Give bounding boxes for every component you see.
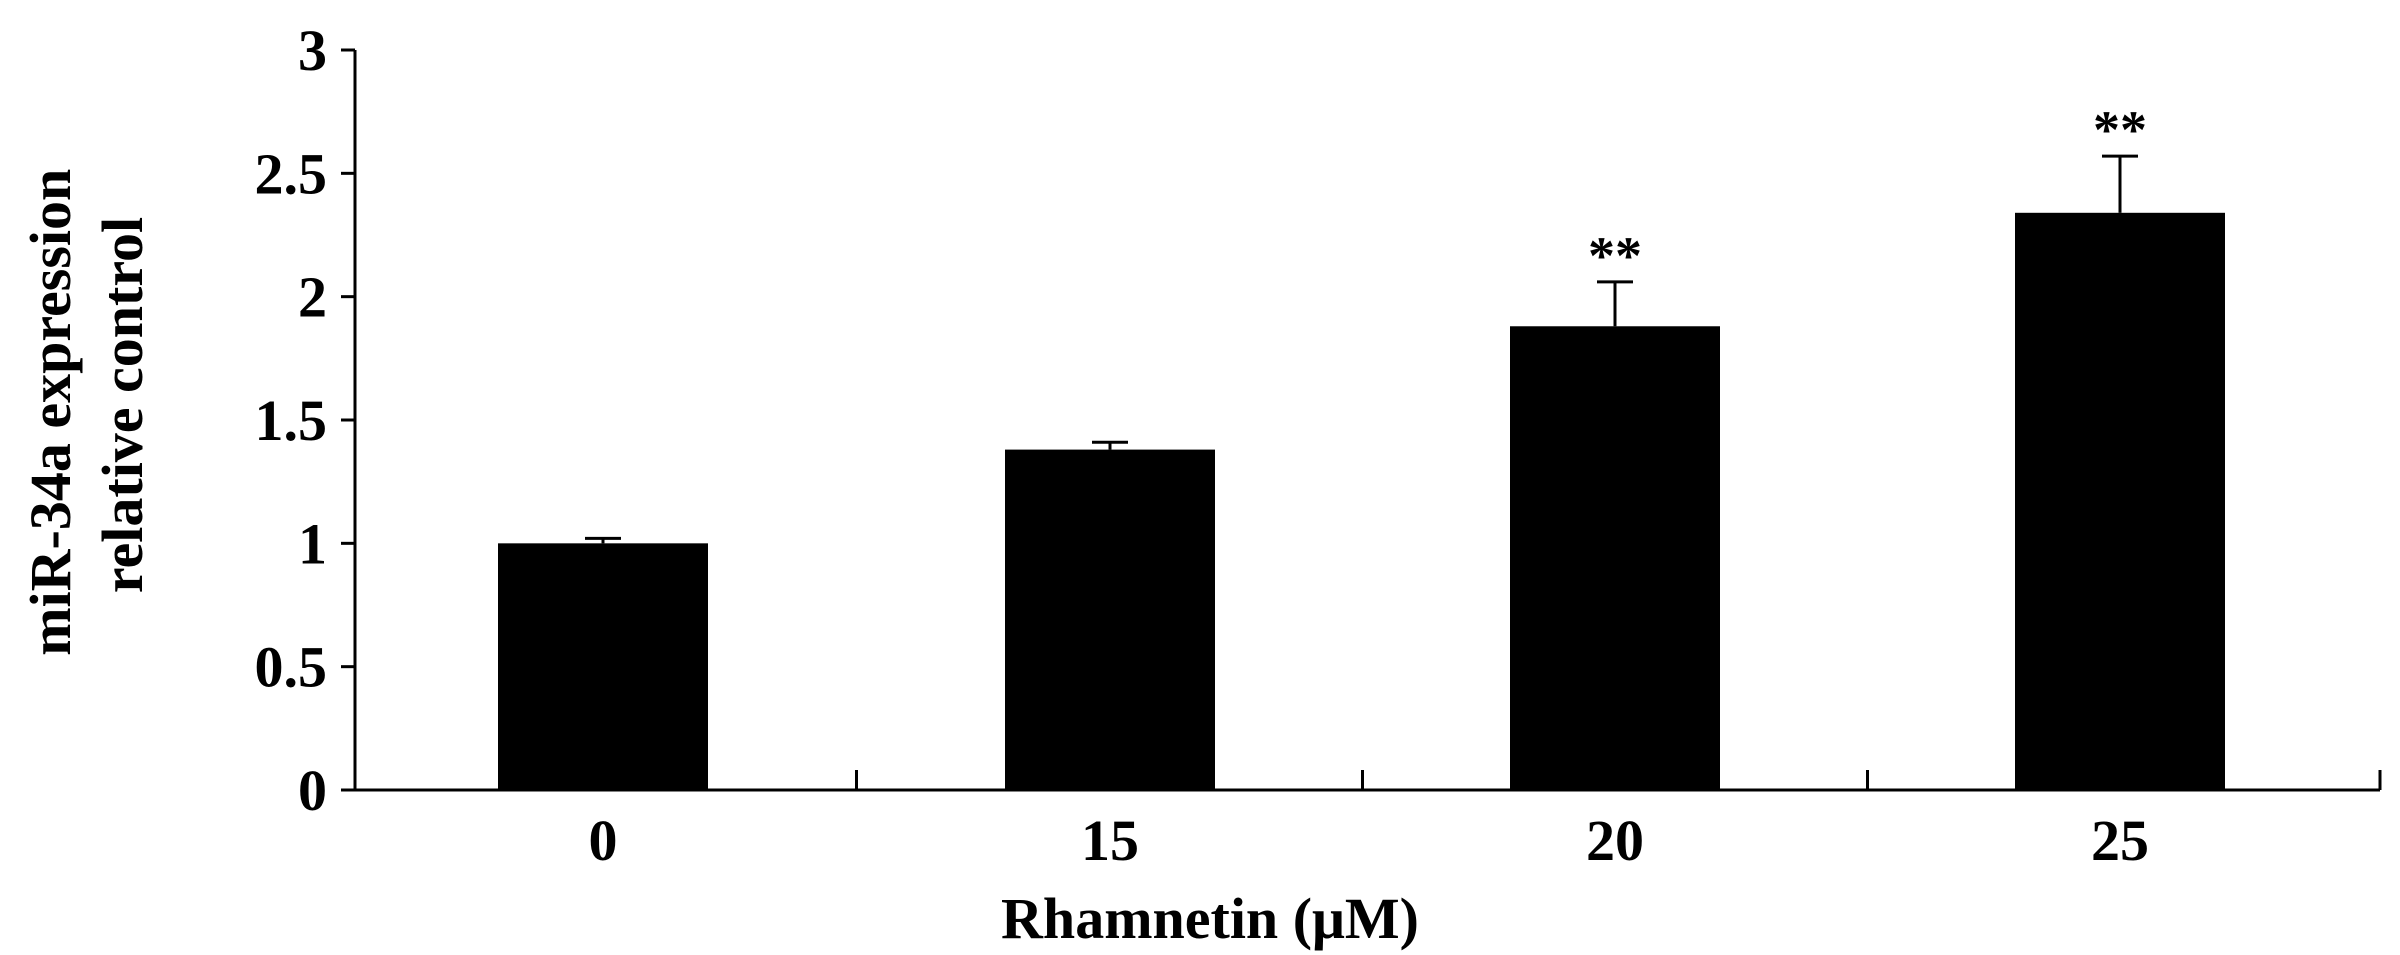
y-tick-label: 3 <box>298 18 327 83</box>
y-axis-title-line-2: relative control <box>90 217 155 593</box>
bar <box>1510 326 1720 790</box>
y-tick-label: 1 <box>298 511 327 576</box>
bar <box>2015 212 2225 791</box>
y-axis: 0 0.5 1 1.5 2 2.5 3 <box>255 18 357 823</box>
x-axis-title: Rhamnetin (μM) <box>1001 886 1419 951</box>
x-tick-label: 20 <box>1586 808 1644 873</box>
bars <box>498 212 2225 791</box>
bar <box>498 543 708 790</box>
x-tick-label: 15 <box>1081 808 1139 873</box>
significance-labels: ** ** <box>1588 100 2147 286</box>
significance-label: ** <box>1588 226 1642 286</box>
x-tick-label: 25 <box>2091 808 2149 873</box>
y-tick-label: 0.5 <box>255 635 328 700</box>
y-tick-label: 2 <box>298 265 327 330</box>
significance-label: ** <box>2093 100 2147 160</box>
y-tick-label: 2.5 <box>255 141 328 206</box>
error-bars <box>585 154 2138 544</box>
y-tick-label: 1.5 <box>255 388 328 453</box>
y-tick-label: 0 <box>298 758 327 823</box>
y-axis-title-line-1: miR-34a expression <box>18 169 83 656</box>
x-tick-label: 0 <box>589 808 618 873</box>
bar <box>1005 449 1215 790</box>
y-axis-title: miR-34a expression relative control <box>18 154 155 656</box>
